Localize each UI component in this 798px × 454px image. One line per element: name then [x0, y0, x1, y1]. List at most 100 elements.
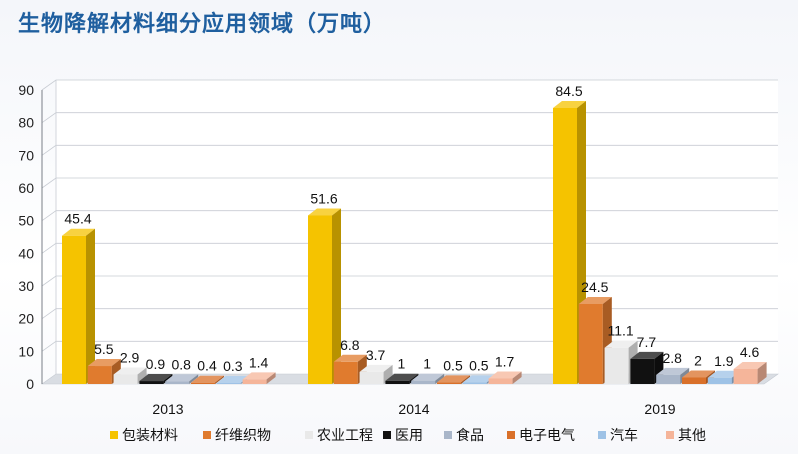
y-tick-label: 0	[26, 376, 34, 392]
legend-label: 医用	[395, 428, 423, 444]
bar-front	[553, 107, 577, 384]
y-tick-label: 80	[18, 115, 34, 131]
legend-label: 电子电气	[519, 428, 575, 444]
legend-label: 包装材料	[122, 428, 178, 444]
bar-2013-1	[87, 359, 121, 384]
legend-label: 汽车	[610, 427, 638, 444]
bar-side	[189, 374, 199, 384]
bar-side	[332, 208, 341, 384]
bar-side	[266, 372, 276, 384]
data-label: 1	[398, 356, 406, 372]
bar-top	[733, 361, 767, 369]
bar-side	[215, 375, 224, 384]
y-tick-label: 50	[18, 213, 34, 229]
bar-front	[411, 380, 436, 384]
legend-item-3: 医用	[383, 428, 423, 444]
data-label: 11.1	[607, 323, 633, 339]
legend-label: 农业工程	[317, 428, 373, 444]
data-label: 45.4	[64, 211, 91, 227]
bar-front	[656, 374, 681, 384]
data-label: 0.5	[443, 357, 463, 373]
data-label: 2	[694, 352, 702, 368]
bar-top	[87, 359, 121, 367]
data-label: 2.9	[120, 350, 140, 366]
bar-top	[656, 367, 690, 375]
legend-label: 纤维织物	[215, 428, 271, 444]
legend-item-0: 包装材料	[110, 428, 178, 444]
bar-top	[191, 375, 224, 383]
bar-front	[604, 347, 629, 384]
bar-front	[630, 358, 655, 384]
bar-front	[87, 366, 112, 384]
bar-2013-2	[113, 367, 147, 384]
data-label: 2.8	[662, 350, 682, 366]
bar-front	[333, 361, 358, 384]
y-tick-label: 40	[18, 245, 34, 261]
legend-label: 其他	[678, 428, 706, 444]
data-label: 1.7	[495, 353, 515, 369]
bar-top	[604, 340, 638, 348]
legend-swatch	[598, 431, 606, 439]
bar-side	[461, 375, 470, 384]
bar-2019-7	[733, 361, 767, 384]
data-label: 51.6	[310, 190, 337, 206]
label-layer: 45.4 5.5 2.9 0.9 0.8 0.4 0.3 1.4 51.6 6.8 3.7 1 1 0.5…	[64, 83, 759, 374]
legend-item-7: 其他	[666, 428, 706, 444]
bar-front	[462, 382, 487, 384]
x-tick-label: 2019	[644, 401, 675, 417]
bar-top	[411, 373, 445, 381]
bar-top	[216, 376, 250, 384]
data-label: 3.7	[366, 347, 386, 363]
bar-top	[385, 373, 419, 381]
bar-top	[553, 100, 586, 108]
data-label: 1	[423, 356, 431, 372]
bar-2013-7	[242, 372, 276, 384]
bar-top	[578, 296, 612, 304]
bar-top	[488, 371, 522, 379]
bar-front	[733, 368, 758, 384]
data-label: 0.4	[197, 358, 217, 374]
y-tick-label: 30	[18, 278, 34, 294]
bar-front	[139, 381, 164, 384]
bar-front	[216, 383, 241, 384]
legend-swatch	[203, 431, 211, 439]
bar-top	[630, 351, 664, 359]
bar-front	[308, 215, 332, 384]
bar-2013-5	[191, 375, 224, 384]
data-label: 1.9	[714, 353, 734, 369]
bar-front	[191, 382, 215, 384]
data-label: 0.3	[223, 358, 243, 374]
data-label: 7.7	[637, 334, 657, 350]
legend: 包装材料 纤维织物 农业工程 医用 食品 电子电气 汽车 其他	[110, 427, 706, 444]
bar-2019-3	[630, 351, 664, 384]
legend-swatch	[507, 431, 515, 439]
legend-swatch	[444, 431, 452, 439]
axis-layer: 0 10 20 30 40 50 60 70 80 90 2013 2014 2019	[18, 80, 676, 417]
bar-2014-0	[308, 208, 341, 384]
bar-2014-7	[488, 371, 522, 384]
data-label: 5.5	[94, 341, 114, 357]
legend-item-2: 农业工程	[305, 428, 373, 444]
bar-top	[308, 208, 341, 216]
bar-top	[682, 370, 715, 378]
bar-side	[137, 367, 147, 384]
bar-front	[62, 235, 86, 384]
plot-back-wall	[56, 80, 778, 374]
data-label: 0.5	[469, 357, 489, 373]
bar-side	[435, 373, 445, 384]
bar-2014-5	[437, 375, 470, 384]
bar-front	[113, 374, 138, 384]
x-tick-label: 2014	[398, 401, 429, 417]
bar-top	[62, 228, 95, 236]
bar-front	[385, 380, 410, 384]
legend-swatch	[110, 431, 118, 439]
bar-side	[512, 371, 522, 384]
y-tick-label: 60	[18, 180, 34, 196]
chart-title: 生物降解材料细分应用领域（万吨）	[18, 12, 387, 37]
bar-side	[86, 228, 95, 384]
legend-item-6: 汽车	[598, 427, 638, 444]
data-label: 6.8	[340, 337, 360, 353]
data-label: 4.6	[740, 344, 760, 360]
bar-front	[165, 381, 190, 384]
